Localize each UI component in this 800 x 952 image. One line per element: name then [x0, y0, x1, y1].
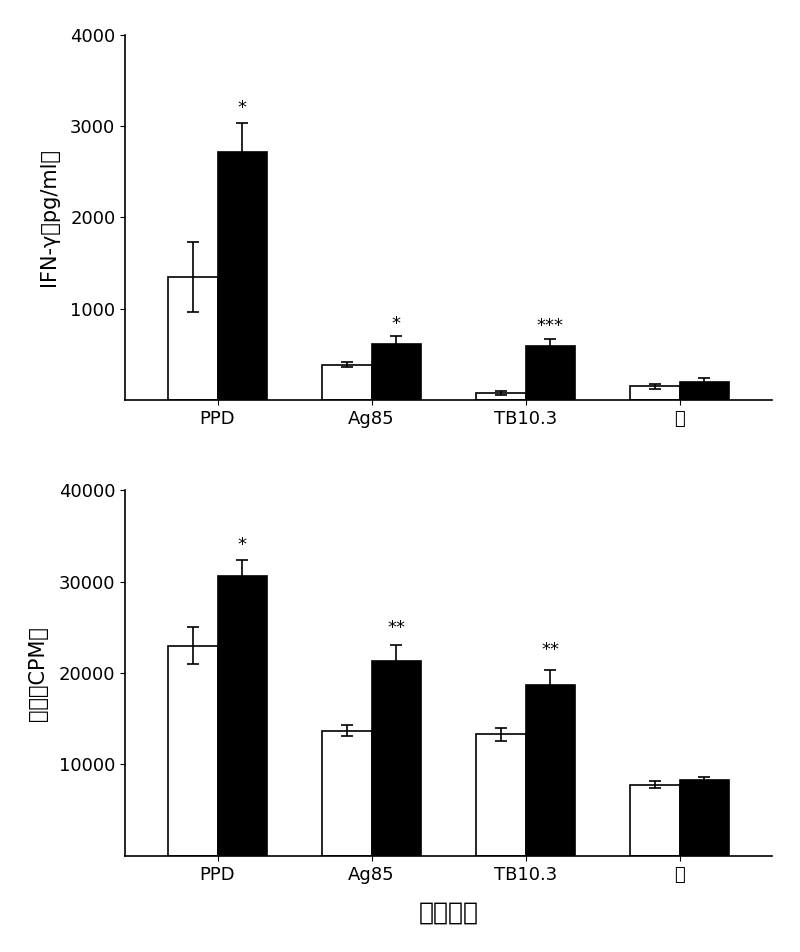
- Bar: [526, 347, 575, 400]
- Bar: [322, 731, 372, 856]
- Bar: [168, 645, 218, 856]
- Bar: [477, 393, 526, 400]
- Bar: [630, 387, 680, 400]
- Text: **: **: [542, 642, 559, 660]
- Text: ***: ***: [537, 317, 564, 335]
- Text: **: **: [387, 619, 406, 637]
- Bar: [477, 734, 526, 856]
- Bar: [680, 382, 729, 400]
- Bar: [680, 780, 729, 856]
- Text: *: *: [392, 315, 401, 333]
- Bar: [630, 784, 680, 856]
- Text: *: *: [238, 536, 246, 554]
- Y-axis label: IFN-γ（pg/ml）: IFN-γ（pg/ml）: [39, 149, 59, 287]
- Bar: [322, 365, 372, 400]
- Y-axis label: 增殖（CPM）: 增殖（CPM）: [28, 625, 48, 721]
- Bar: [526, 685, 575, 856]
- X-axis label: 刺激抗原: 刺激抗原: [418, 901, 478, 924]
- Bar: [372, 662, 421, 856]
- Bar: [168, 277, 218, 400]
- Bar: [218, 576, 267, 856]
- Text: *: *: [238, 99, 246, 117]
- Bar: [372, 344, 421, 400]
- Bar: [218, 151, 267, 400]
